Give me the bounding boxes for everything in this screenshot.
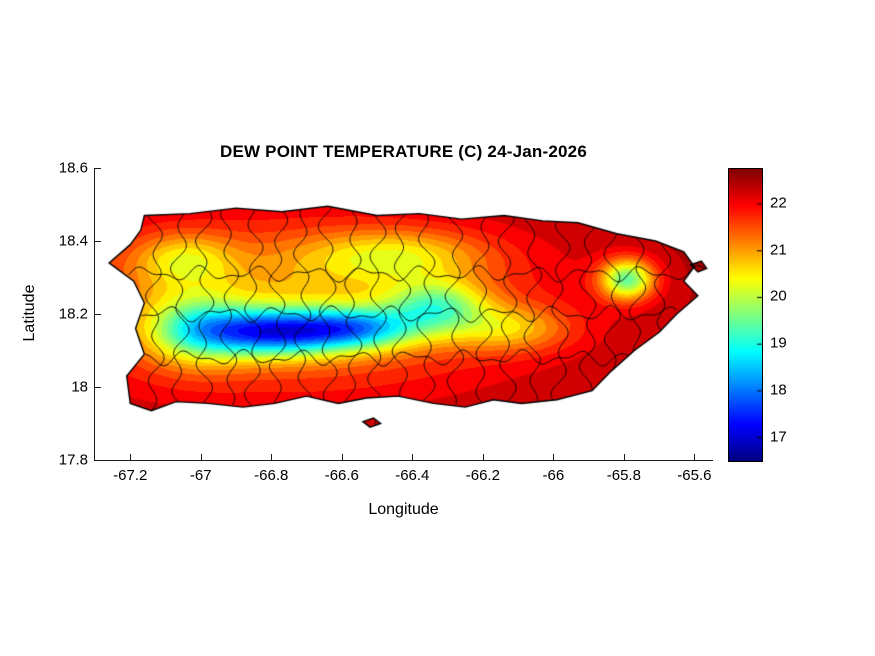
y-axis-line bbox=[94, 168, 95, 461]
x-tick-mark bbox=[412, 454, 414, 460]
y-tick-mark bbox=[95, 314, 101, 315]
heatmap-canvas bbox=[95, 168, 712, 460]
y-tick-label: 18.6 bbox=[58, 159, 88, 177]
y-tick-label: 18.4 bbox=[58, 232, 88, 250]
y-tick-label: 17.8 bbox=[58, 451, 88, 469]
x-tick-label: -66.2 bbox=[465, 467, 500, 484]
x-tick-label: -65.8 bbox=[606, 467, 641, 484]
x-tick-label: -66.4 bbox=[395, 467, 430, 484]
x-axis-label: Longitude bbox=[368, 501, 439, 518]
x-tick-label: -67 bbox=[189, 467, 212, 484]
x-tick-label: -66 bbox=[542, 467, 565, 484]
y-tick-label: 18 bbox=[71, 378, 88, 396]
y-tick-mark bbox=[95, 387, 101, 388]
x-tick-label: -66.8 bbox=[254, 467, 289, 484]
x-axis-line bbox=[94, 460, 713, 461]
x-tick-label: -66.6 bbox=[324, 467, 359, 484]
colorbar-tick-label: 19 bbox=[770, 334, 787, 352]
colorbar-tick-label: 17 bbox=[770, 428, 787, 446]
x-tick-mark bbox=[553, 454, 555, 460]
x-tick-mark bbox=[482, 454, 484, 460]
y-tick-mark bbox=[95, 241, 101, 242]
y-tick-mark bbox=[95, 460, 101, 461]
x-tick-label: -67.2 bbox=[113, 467, 148, 484]
x-tick-mark bbox=[200, 454, 202, 460]
colorbar-tick-label: 22 bbox=[770, 194, 787, 212]
x-tick-mark bbox=[271, 454, 273, 460]
colorbar-tick-label: 20 bbox=[770, 287, 787, 305]
chart-title: DEW POINT TEMPERATURE (C) 24-Jan-2026 bbox=[220, 142, 587, 161]
x-tick-mark bbox=[130, 454, 132, 460]
colorbar-tick-label: 21 bbox=[770, 241, 787, 259]
y-tick-mark bbox=[95, 168, 101, 169]
colorbar bbox=[728, 168, 763, 462]
x-tick-mark bbox=[341, 454, 343, 460]
x-tick-mark bbox=[694, 454, 696, 460]
x-tick-label: -65.6 bbox=[677, 467, 712, 484]
x-tick-mark bbox=[623, 454, 625, 460]
y-tick-label: 18.2 bbox=[58, 305, 88, 323]
colorbar-tick-label: 18 bbox=[770, 381, 787, 399]
